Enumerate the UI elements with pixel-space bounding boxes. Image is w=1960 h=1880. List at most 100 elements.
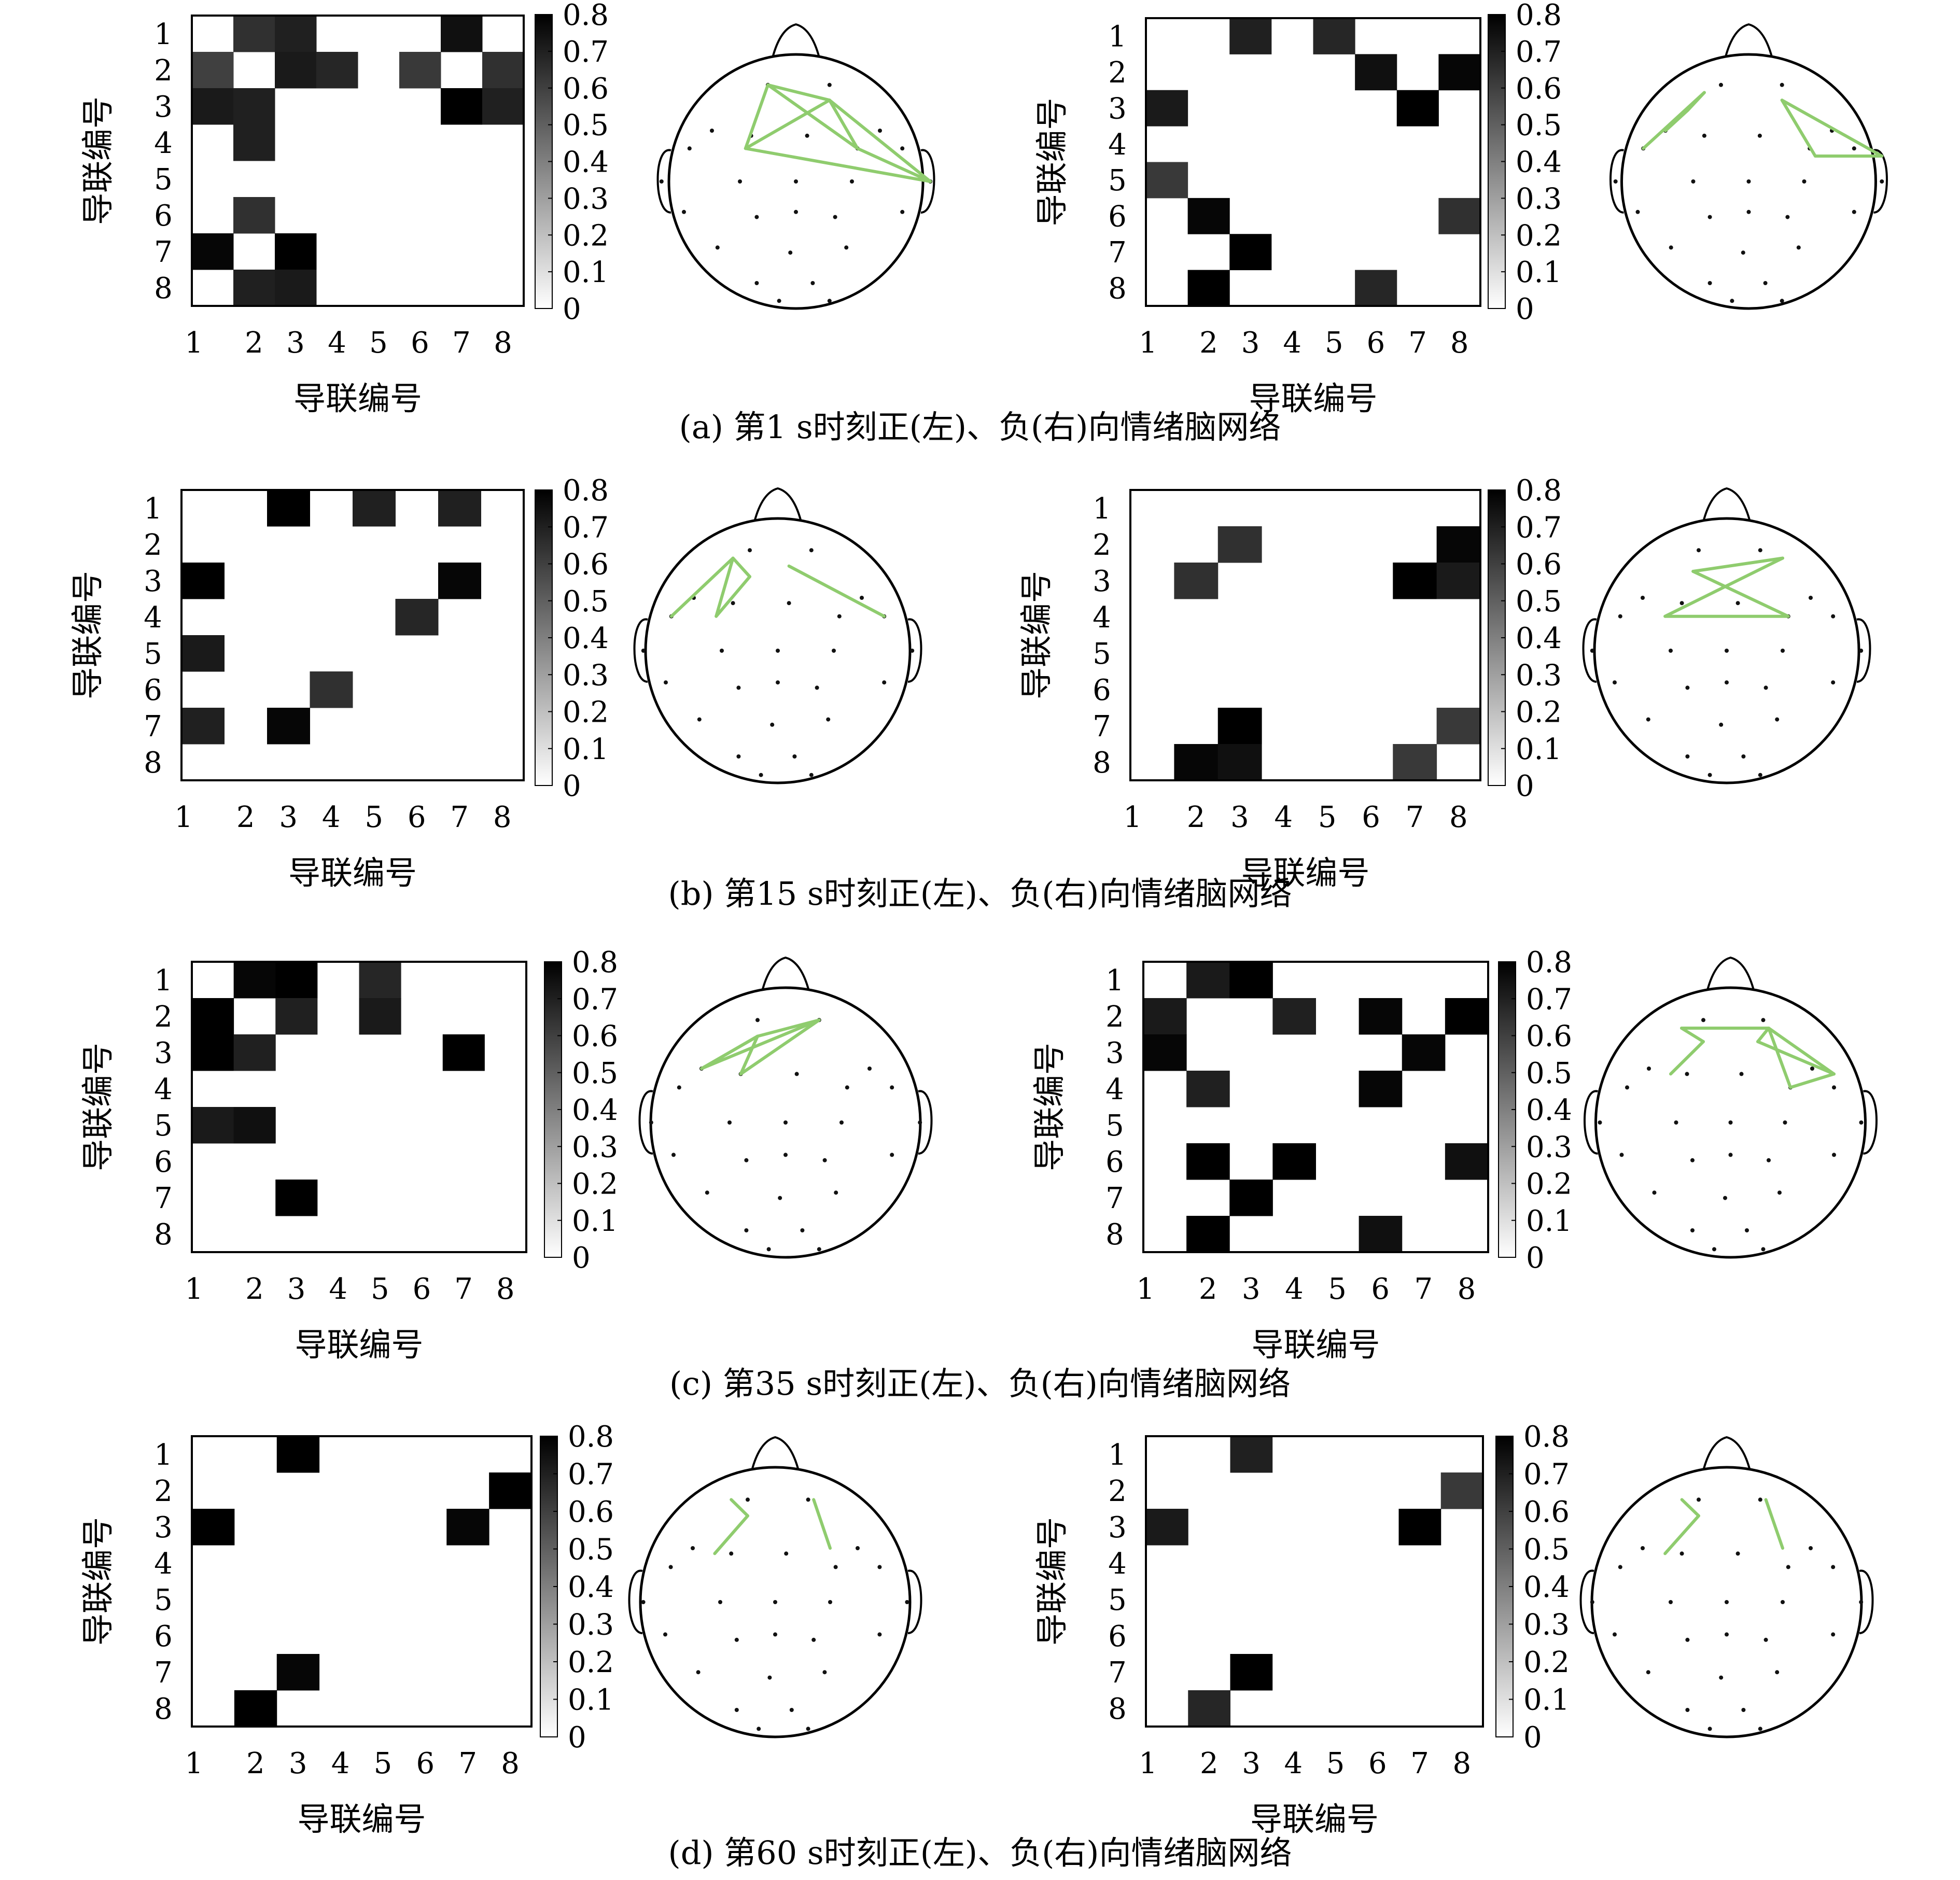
electrode-dot bbox=[1725, 1632, 1729, 1637]
x-tick-label: 8 bbox=[1453, 1747, 1472, 1780]
colorbar-tick-label: 0.6 bbox=[1526, 1020, 1572, 1054]
electrode-dot bbox=[744, 1158, 749, 1162]
colorbar-tick-label: 0.5 bbox=[1523, 1533, 1570, 1567]
panel-caption: (c) 第35 s时刻正(左)、负(右)向情绪脑网络 bbox=[669, 1365, 1291, 1402]
heatmap-background bbox=[1146, 1436, 1483, 1727]
colorbar-tick-label: 0.2 bbox=[1516, 696, 1562, 729]
head-map bbox=[1609, 23, 1888, 310]
x-tick-label: 2 bbox=[1200, 1747, 1219, 1780]
electrode-dot bbox=[1590, 1600, 1594, 1604]
electrode-dot bbox=[850, 179, 854, 184]
colorbar-tick-label: 0.1 bbox=[1526, 1204, 1572, 1238]
heatmap-cell bbox=[1174, 744, 1219, 781]
electrode-dot bbox=[788, 250, 793, 255]
y-tick-label: 7 bbox=[154, 235, 173, 269]
heatmap-frame bbox=[1142, 961, 1489, 1253]
electrode-dot bbox=[828, 1600, 832, 1604]
electrode-dot bbox=[910, 649, 915, 653]
y-tick-label: 1 bbox=[1105, 964, 1124, 998]
heatmap-background bbox=[1146, 18, 1480, 306]
heatmap-frame bbox=[191, 1435, 533, 1728]
heatmap-cell bbox=[1230, 1654, 1273, 1691]
heatmap-cell bbox=[1186, 1143, 1230, 1180]
electrode-dot bbox=[1723, 1196, 1727, 1200]
colorbar-tick-label: 0.2 bbox=[1516, 219, 1562, 252]
x-tick-label: 2 bbox=[1199, 326, 1218, 360]
electrode-dot bbox=[826, 717, 831, 722]
electrode-dot bbox=[1613, 680, 1617, 685]
x-tick-label: 7 bbox=[450, 801, 469, 834]
electrode-dot bbox=[815, 685, 819, 690]
colorbar-tick-label: 0.7 bbox=[568, 1458, 614, 1492]
electrode-dot bbox=[783, 1153, 788, 1157]
electrode-dot bbox=[1852, 146, 1856, 151]
electrode-dot bbox=[776, 680, 780, 685]
electrode-dot bbox=[754, 281, 759, 285]
connection-edge bbox=[1686, 91, 1706, 112]
heatmap-cell bbox=[441, 16, 483, 52]
electrode-dot bbox=[1796, 245, 1801, 250]
heatmap-cell bbox=[438, 563, 481, 599]
heatmap-cell bbox=[275, 1180, 318, 1216]
electrode-dot bbox=[1852, 209, 1856, 214]
colorbar-tick-label: 0.7 bbox=[572, 983, 618, 1016]
connection-edge bbox=[744, 83, 769, 150]
y-tick-label: 6 bbox=[1093, 674, 1111, 707]
nose-outline bbox=[772, 23, 820, 58]
heatmap-cell bbox=[1393, 563, 1437, 599]
heatmap-cell bbox=[233, 16, 275, 52]
colorbar-tick-label: 0.4 bbox=[1526, 1093, 1572, 1127]
electrode-dot bbox=[1735, 601, 1740, 606]
electrode-dot bbox=[778, 1196, 782, 1200]
x-tick-label: 4 bbox=[322, 801, 341, 834]
electrode-dot bbox=[1783, 1120, 1787, 1125]
y-tick-label: 4 bbox=[1108, 128, 1127, 162]
electrode-dot bbox=[832, 649, 836, 653]
heatmap-frame bbox=[1145, 17, 1481, 307]
heatmap-cell bbox=[482, 88, 524, 125]
electrode-dot bbox=[736, 754, 741, 759]
heatmap-cell bbox=[316, 52, 358, 89]
colorbar-tick-label: 0.8 bbox=[563, 0, 609, 32]
x-tick-label: 2 bbox=[1187, 801, 1206, 834]
colorbar-tick-label: 0 bbox=[563, 292, 581, 326]
y-tick-label: 5 bbox=[1108, 1583, 1127, 1617]
y-tick-label: 3 bbox=[154, 1511, 173, 1545]
colorbar-tick-label: 0.2 bbox=[572, 1168, 618, 1201]
heatmap-cell bbox=[1186, 1216, 1230, 1253]
y-tick-label: 7 bbox=[1105, 1182, 1124, 1215]
heatmap-cell bbox=[395, 599, 439, 636]
electrode-dot bbox=[794, 1072, 799, 1076]
electrode-dot bbox=[1652, 1190, 1657, 1195]
electrode-dot bbox=[877, 1565, 882, 1569]
electrode-dot bbox=[1802, 179, 1807, 184]
colorbar-tick-label: 0.3 bbox=[1526, 1130, 1572, 1164]
panel-caption: (a) 第1 s时刻正(左)、负(右)向情绪脑网络 bbox=[679, 408, 1281, 446]
heatmap-cell bbox=[233, 88, 275, 125]
electrode-dot bbox=[1777, 1190, 1782, 1195]
heatmap-cell bbox=[1230, 1436, 1273, 1473]
connection-edge bbox=[1789, 1072, 1836, 1089]
electrode-dot bbox=[1785, 215, 1790, 219]
x-tick-label: 6 bbox=[1367, 326, 1385, 360]
electrode-dot bbox=[856, 1546, 860, 1550]
heatmap-cell bbox=[1186, 1071, 1230, 1107]
heatmap-cell bbox=[359, 962, 401, 999]
connection-edge bbox=[1691, 570, 1790, 618]
electrode-dot bbox=[1719, 82, 1723, 87]
heatmap-frame bbox=[1129, 489, 1481, 781]
heatmap-cell bbox=[192, 998, 234, 1035]
electrode-dot bbox=[1775, 717, 1780, 722]
x-axis-label: 导联编号 bbox=[1241, 854, 1369, 892]
electrode-dot bbox=[697, 717, 702, 722]
y-tick-label: 2 bbox=[1108, 1475, 1127, 1508]
y-tick-label: 3 bbox=[154, 90, 173, 124]
connection-edge bbox=[787, 564, 886, 618]
heatmap-cell bbox=[276, 1436, 320, 1473]
y-tick-label: 7 bbox=[154, 1182, 173, 1215]
electrode-dot bbox=[1707, 773, 1712, 777]
electrode-dot bbox=[738, 179, 742, 184]
y-tick-label: 1 bbox=[154, 18, 173, 51]
colorbar-tick-label: 0.1 bbox=[572, 1204, 618, 1238]
electrode-dot bbox=[800, 1228, 805, 1232]
